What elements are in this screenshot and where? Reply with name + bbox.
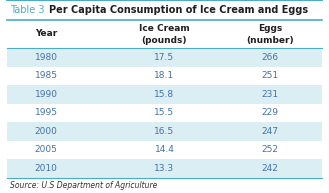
Text: Ice Cream: Ice Cream xyxy=(139,24,190,33)
Text: 15.8: 15.8 xyxy=(154,90,175,99)
Text: 18.1: 18.1 xyxy=(154,71,175,80)
Bar xyxy=(7,48,322,67)
Bar xyxy=(7,85,322,103)
Text: 1980: 1980 xyxy=(35,53,58,62)
Text: 252: 252 xyxy=(261,145,278,154)
Text: 242: 242 xyxy=(261,164,278,173)
Text: 16.5: 16.5 xyxy=(154,127,175,136)
Text: (pounds): (pounds) xyxy=(142,36,187,45)
Text: 2000: 2000 xyxy=(35,127,58,136)
Text: 2010: 2010 xyxy=(35,164,58,173)
Text: (number): (number) xyxy=(246,36,293,45)
Text: 15.5: 15.5 xyxy=(154,108,175,117)
Text: 17.5: 17.5 xyxy=(154,53,175,62)
Text: 231: 231 xyxy=(261,90,278,99)
Text: 251: 251 xyxy=(261,71,278,80)
Text: 266: 266 xyxy=(261,53,278,62)
Text: 13.3: 13.3 xyxy=(154,164,175,173)
Text: 1985: 1985 xyxy=(35,71,58,80)
Text: 2005: 2005 xyxy=(35,145,58,154)
Text: Per Capita Consumption of Ice Cream and Eggs: Per Capita Consumption of Ice Cream and … xyxy=(49,5,309,15)
Text: 1995: 1995 xyxy=(35,108,58,117)
Text: Source: U.S Department of Agriculture: Source: U.S Department of Agriculture xyxy=(10,181,157,190)
Text: 229: 229 xyxy=(261,108,278,117)
Text: Table 3: Table 3 xyxy=(10,5,44,15)
Text: 1990: 1990 xyxy=(35,90,58,99)
Bar xyxy=(7,122,322,141)
Text: 247: 247 xyxy=(261,127,278,136)
Text: Year: Year xyxy=(35,30,57,38)
Bar xyxy=(7,159,322,178)
Text: Eggs: Eggs xyxy=(258,24,282,33)
Text: 14.4: 14.4 xyxy=(155,145,174,154)
